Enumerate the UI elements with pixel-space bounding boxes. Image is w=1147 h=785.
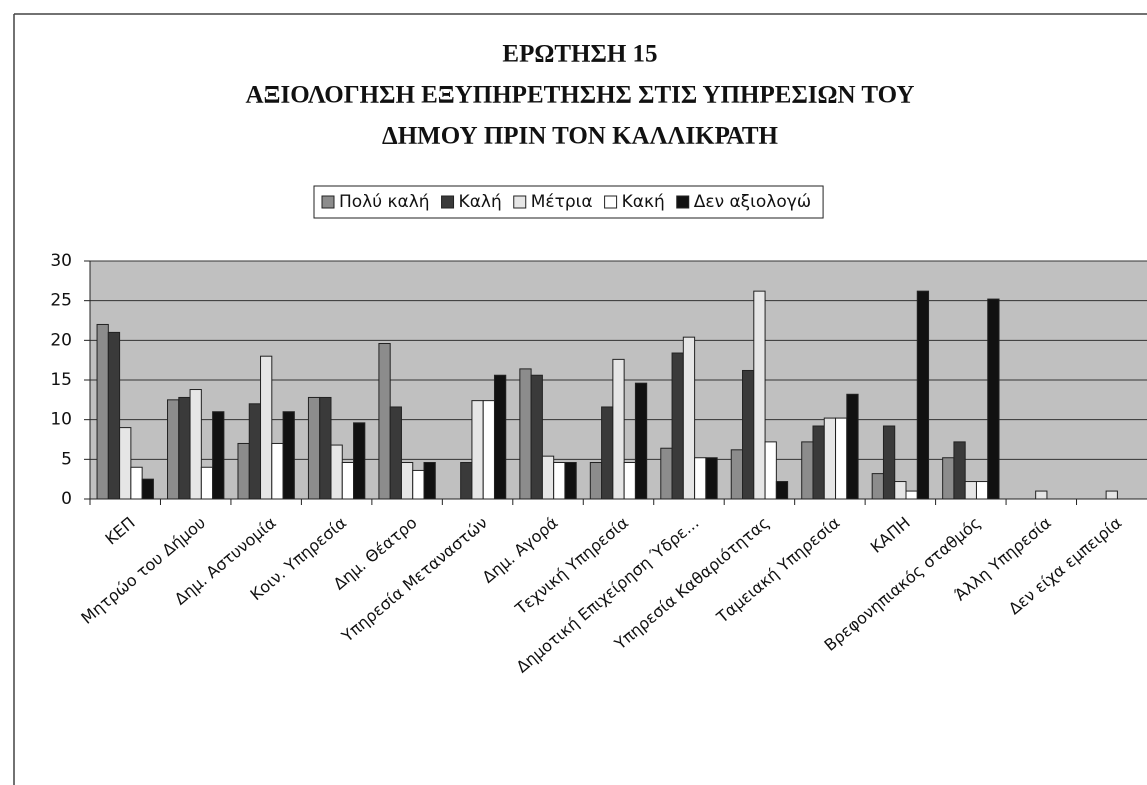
bar [694,457,707,500]
bar [353,422,366,500]
legend-label: Μέτρια [531,192,593,212]
y-tick-label: 5 [61,449,72,469]
bar [412,469,425,500]
y-tick-label: 0 [61,489,72,509]
legend-label: Καλή [459,192,502,212]
legend-swatch [321,195,335,209]
bar [987,298,1000,500]
bar [905,490,918,500]
bar [942,457,955,500]
bar [682,336,696,500]
x-tick-label: ΚΕΠ [101,513,138,549]
bar [823,417,837,500]
bar [801,441,814,500]
bar [107,331,121,500]
bar [341,462,355,500]
bar [975,481,989,500]
y-tick-label: 20 [50,330,72,350]
bar [189,389,202,500]
bar [471,400,484,500]
x-tick-label: Μητρώο του Δήμου [77,513,209,628]
chart-title: ΔΗΜΟΥ ΠΡΙΝ ΤΟΝ ΚΑΛΛΙΚΡΑΤΗ [382,123,779,150]
bar [764,441,777,500]
y-tick-label: 15 [50,370,72,390]
bar [742,369,755,500]
bar [541,455,555,500]
legend-swatch [441,195,455,209]
x-tick-label: Υπηρεσία Μεταναστών [337,513,491,646]
bar [460,462,473,500]
bar [916,290,930,500]
bar [660,447,673,500]
y-tick-label: 25 [50,291,72,311]
bar [730,449,744,500]
bar [601,406,614,500]
chart-title: ΕΡΩΤΗΣΗ 15 [502,41,657,68]
bar [378,343,391,500]
bar [530,374,543,500]
bar [623,462,636,500]
chart-title: ΑΞΙΟΛΟΓΗΣΗ ΕΞΥΠΗΡΕΤΗΣΗΣ ΣΤΙΣ ΥΠΗΡΕΣΙΩΝ Τ… [246,82,915,109]
bar [482,400,495,500]
bar [871,473,884,500]
bar [671,352,684,500]
bar [282,411,295,500]
bar [846,393,859,500]
bar [130,466,143,500]
legend-swatch [604,195,618,209]
legend-swatch [513,195,527,209]
bar [200,466,214,500]
bar [493,374,507,500]
bar [319,396,332,500]
bar [964,481,977,500]
bar [519,368,532,500]
bar [589,462,603,500]
bar [775,481,789,500]
y-tick-label: 10 [50,410,72,430]
bar [953,441,966,500]
bar [564,462,577,500]
bar [1105,490,1118,500]
bar [178,396,191,500]
bar [248,403,262,500]
bar [307,396,321,500]
bar [119,427,132,500]
bar [753,290,766,500]
bar [705,457,718,500]
bar [812,425,825,500]
legend-label: Δεν αξιολογώ [694,192,811,212]
bar [835,417,848,500]
legend-label: Κακή [622,192,665,212]
bar [141,478,154,500]
bar [330,444,343,500]
bar [212,411,225,500]
legend-label: Πολύ καλή [339,192,430,212]
x-tick-label: Ταμειακή Υπηρεσία [712,513,843,627]
bar [271,442,284,500]
bar [894,481,907,500]
bar [96,323,109,500]
legend-box [313,185,824,219]
bar [882,425,896,500]
x-tick-label: ΚΑΠΗ [867,513,914,557]
legend: Πολύ καλή Καλή Μέτρια Κακή Δεν αξιολογώ [313,185,824,219]
bar [553,462,566,500]
bar [1035,490,1048,500]
bar [389,406,402,500]
bar [612,358,625,500]
y-tick-label: 30 [50,251,72,271]
legend-swatch [676,195,690,209]
bar [400,462,414,500]
bar [260,355,273,500]
bar [167,399,180,500]
bar [634,382,648,500]
bar [423,462,436,500]
bar [237,442,250,500]
